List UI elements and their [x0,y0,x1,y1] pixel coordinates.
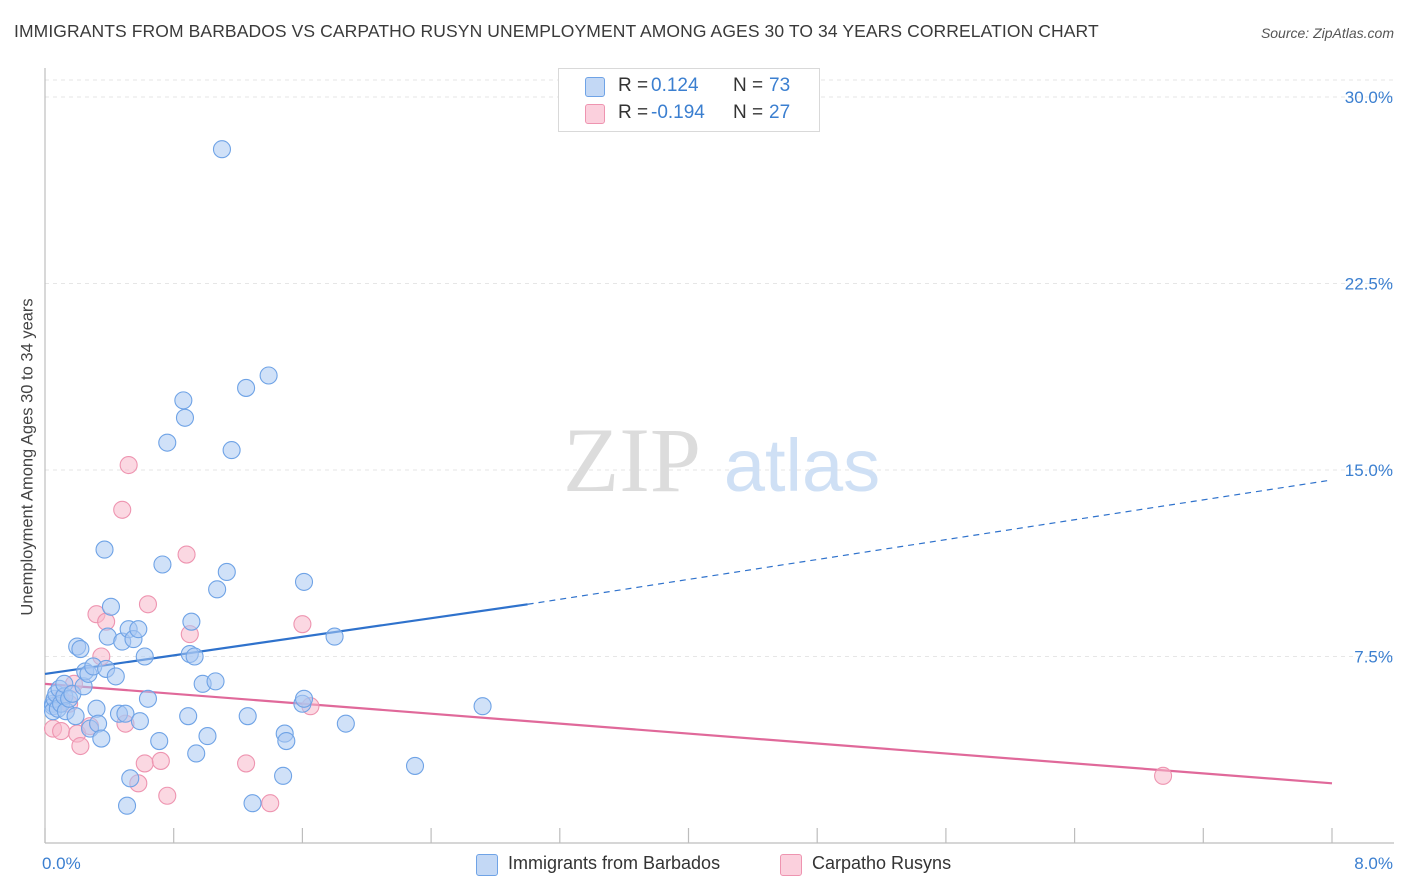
data-point-immigrants-from-barbados [212,140,232,159]
legend-n-label: N = [733,102,764,123]
data-point-carpatho-rusyns [113,500,132,519]
data-point-immigrants-from-barbados [259,366,278,385]
legend-label-barbados: Immigrants from Barbados [508,853,721,873]
trend-line-immigrants-from-barbados [44,603,528,675]
data-point-immigrants-from-barbados [473,697,492,716]
data-point-carpatho-rusyns [293,615,312,634]
data-point-immigrants-from-barbados [158,433,177,452]
source-label: Source: ZipAtlas.com [1260,25,1394,41]
data-point-immigrants-from-barbados [336,714,355,733]
data-point-immigrants-from-barbados [87,699,106,718]
data-point-immigrants-from-barbados [89,714,108,733]
legend-r-label: R = [618,75,649,96]
data-point-immigrants-from-barbados [325,627,344,646]
data-point-immigrants-from-barbados [95,540,114,559]
data-point-carpatho-rusyns [119,455,138,475]
legend-n-value: 27 [769,102,791,123]
data-point-immigrants-from-barbados [121,769,140,788]
trend-line-carpatho-rusyns [44,682,1333,785]
axes [44,68,1394,844]
data-point-carpatho-rusyns [177,545,196,564]
tick-labels: 7.5% 15.0% 22.5% 30.0% 0.0% 8.0% [42,88,1393,873]
data-point-immigrants-from-barbados [175,408,195,427]
y-tick-label: 15.0% [1345,461,1393,480]
data-point-immigrants-from-barbados [150,731,169,751]
watermark-zip: ZIP [563,409,701,511]
data-point-carpatho-rusyns [237,754,256,773]
data-point-immigrants-from-barbados [222,441,241,460]
data-point-immigrants-from-barbados [277,731,296,751]
data-point-carpatho-rusyns [151,751,170,770]
data-point-immigrants-from-barbados [116,704,135,723]
data-point-immigrants-from-barbados [208,580,227,599]
stats-legend: R = 0.124 N = 73 R = -0.194 N = 27 [558,68,820,132]
chart-title: IMMIGRANTS FROM BARBADOS VS CARPATHO RUS… [14,21,1099,41]
data-point-immigrants-from-barbados [217,562,236,582]
data-point-carpatho-rusyns [52,722,71,741]
data-point-immigrants-from-barbados [117,796,137,815]
data-point-immigrants-from-barbados [130,712,149,731]
data-point-immigrants-from-barbados [174,391,193,410]
data-point-carpatho-rusyns [158,786,177,805]
x-tick-label: 0.0% [42,854,81,873]
data-point-immigrants-from-barbados [238,707,257,726]
data-point-immigrants-from-barbados [243,794,262,813]
data-point-immigrants-from-barbados [129,620,148,639]
data-point-immigrants-from-barbados [153,555,172,574]
legend-swatch-barbados [476,854,498,876]
data-point-immigrants-from-barbados [294,689,314,708]
data-point-carpatho-rusyns [135,754,154,773]
data-point-carpatho-rusyns [261,794,280,813]
data-point-immigrants-from-barbados [185,647,204,666]
data-point-immigrants-from-barbados [274,766,293,785]
data-point-immigrants-from-barbados [405,756,425,775]
x-tick-label: 8.0% [1354,854,1393,873]
data-point-immigrants-from-barbados [101,597,121,616]
data-point-immigrants-from-barbados [237,378,256,397]
data-point-immigrants-from-barbados [106,667,125,686]
data-point-immigrants-from-barbados [179,707,198,726]
legend-n-value: 73 [769,75,791,96]
trend-line-extension-immigrants-from-barbados [527,479,1333,605]
data-point-immigrants-from-barbados [187,744,206,763]
legend-r-label: R = [618,102,649,123]
legend-swatch-rusyns [780,854,802,876]
watermark: ZIP atlas [563,409,880,511]
data-point-immigrants-from-barbados [135,647,154,666]
legend-r-value: -0.194 [651,102,705,123]
data-point-immigrants-from-barbados [294,572,314,591]
gridlines [45,79,1394,657]
legend-r-value: 0.124 [651,75,699,96]
y-tick-label: 30.0% [1345,88,1393,107]
y-tick-label: 22.5% [1345,275,1393,294]
data-point-immigrants-from-barbados [182,612,201,631]
data-point-carpatho-rusyns [138,595,158,614]
data-points [43,140,1173,815]
trend-lines [44,479,1333,785]
legend-swatch-rusyns [585,104,605,124]
y-tick-label: 7.5% [1354,648,1393,667]
data-point-immigrants-from-barbados [66,707,85,726]
data-point-immigrants-from-barbados [206,672,225,691]
data-point-carpatho-rusyns [71,736,90,756]
legend-swatch-barbados [585,77,605,97]
data-point-immigrants-from-barbados [92,729,111,748]
data-point-immigrants-from-barbados [138,689,158,708]
legend-label-rusyns: Carpatho Rusyns [812,853,952,873]
data-point-immigrants-from-barbados [198,727,217,746]
legend-n-label: N = [733,75,764,96]
watermark-atlas: atlas [724,424,880,507]
data-point-immigrants-from-barbados [71,639,90,659]
data-point-carpatho-rusyns [1154,766,1173,785]
